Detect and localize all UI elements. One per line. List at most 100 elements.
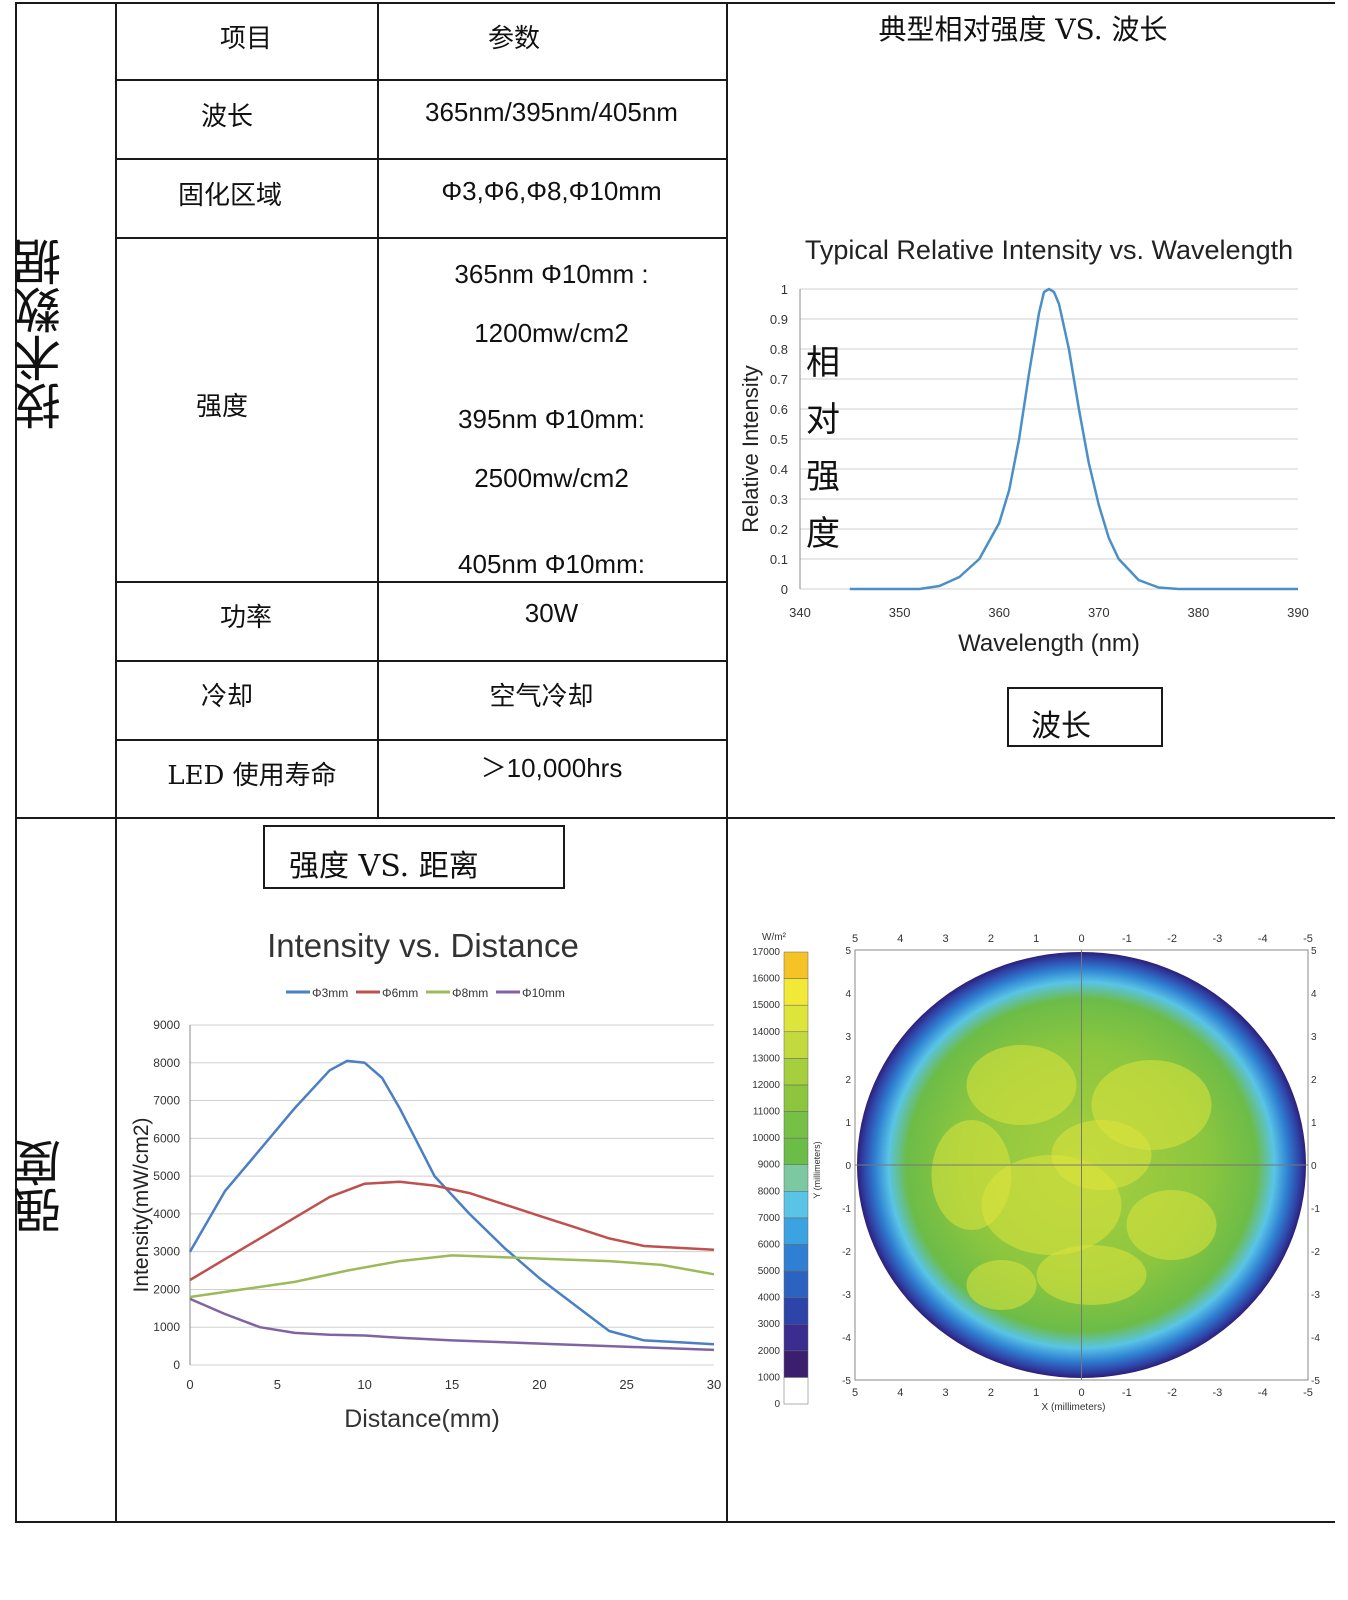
- y-tick-label-left: 5: [845, 946, 851, 957]
- x-tick-label-bottom: 4: [897, 1387, 903, 1399]
- y-tick-label: 0: [781, 582, 788, 597]
- table-row-divider: [115, 79, 727, 81]
- x-tick-label-bottom: -3: [1213, 1387, 1223, 1399]
- x-tick-label: 370: [1088, 605, 1110, 620]
- table-row-divider: [115, 158, 727, 160]
- legend-entry: Φ10mm: [522, 986, 565, 1000]
- row-value-intensity-line4: 2500mw/cm2: [474, 463, 629, 493]
- y-tick-label: 0.1: [770, 552, 788, 567]
- row-label-curing-area: 固化区域: [177, 181, 282, 211]
- y-tick-label: 1000: [153, 1320, 180, 1334]
- y-tick-label: 5000: [153, 1169, 180, 1183]
- hot-patch: [966, 1045, 1077, 1125]
- y-tick-label-right: -5: [1311, 1376, 1320, 1387]
- x-tick-label-top: -1: [1122, 933, 1132, 945]
- colorbar-tick-label: 2000: [758, 1346, 781, 1357]
- colorbar-tick-label: 8000: [758, 1186, 781, 1197]
- vertical-char: 对: [806, 400, 840, 440]
- y-tick-label: 0.3: [770, 492, 788, 507]
- table-row-divider: [115, 660, 727, 662]
- colorbar-segment: [783, 1244, 809, 1272]
- y-axis-label: Y (millimeters): [812, 1141, 822, 1198]
- x-tick-label-bottom: 1: [1033, 1387, 1039, 1399]
- colorbar-unit: W/m²: [762, 932, 787, 943]
- y-axis-label: Relative Intensity: [738, 365, 763, 533]
- x-tick-label-top: -2: [1167, 933, 1177, 945]
- y-tick-label-right: 4: [1311, 989, 1317, 1000]
- y-tick-label-left: 1: [845, 1118, 851, 1129]
- row-label-cooling: 冷却: [200, 682, 253, 712]
- colorbar-segment: [783, 1164, 809, 1192]
- y-tick-label: 0.6: [770, 402, 788, 417]
- colorbar-segment: [783, 1270, 809, 1298]
- y-tick-label: 1: [781, 282, 788, 297]
- row-value-intensity-line3: 395nm Φ10mm:: [458, 404, 645, 434]
- colorbar-tick-label: 5000: [758, 1266, 781, 1277]
- colorbar-segment: [783, 1137, 809, 1165]
- legend-entry: Φ3mm: [312, 986, 348, 1000]
- distance-series-line: [189, 1254, 715, 1299]
- y-tick-label-right: 0: [1311, 1161, 1317, 1172]
- colorbar-tick-label: 1000: [758, 1372, 781, 1383]
- x-tick-label-bottom: -1: [1122, 1387, 1132, 1399]
- x-tick-label-bottom: 5: [852, 1387, 858, 1399]
- y-tick-label-left: -1: [842, 1204, 851, 1215]
- spectrum-chart: Typical Relative Intensity vs. Wavelengt…: [738, 235, 1309, 657]
- colorbar-segment: [783, 1191, 809, 1219]
- row-value-intensity-line2: 1200mw/cm2: [474, 318, 629, 348]
- y-tick-label-left: -2: [842, 1247, 851, 1258]
- x-tick-label-top: -3: [1213, 933, 1223, 945]
- row-value-wavelength: 365nm/395nm/405nm: [425, 97, 678, 127]
- wavelength-box-label: 波长: [1007, 687, 1163, 747]
- y-tick-label: 7000: [153, 1094, 180, 1108]
- hot-patch: [966, 1260, 1037, 1310]
- x-tick-label: 380: [1188, 605, 1210, 620]
- x-tick-label-bottom: -4: [1258, 1387, 1268, 1399]
- y-tick-label-left: 3: [845, 1032, 851, 1043]
- y-tick-label-left: 0: [845, 1161, 851, 1172]
- table-left-border: [15, 2, 17, 1523]
- x-tick-label: 20: [532, 1377, 546, 1392]
- x-tick-label-top: 0: [1078, 933, 1084, 945]
- heatmap-chart: W/m²010002000300040005000600070008000900…: [752, 932, 1320, 1413]
- y-tick-label-left: -4: [842, 1333, 851, 1344]
- x-tick-label: 340: [789, 605, 811, 620]
- x-tick-label-top: 1: [1033, 933, 1039, 945]
- hot-patch: [1051, 1120, 1152, 1190]
- y-tick-label-right: 3: [1311, 1032, 1317, 1043]
- y-axis-label: Intensity(mW/cm2): [130, 1117, 153, 1292]
- x-tick-label: 360: [988, 605, 1010, 620]
- legend-entry: Φ6mm: [382, 986, 418, 1000]
- colorbar-tick-label: 14000: [752, 1027, 780, 1038]
- row-label-led-life: LED 使用寿命: [167, 761, 337, 791]
- x-tick-label-top: -5: [1303, 933, 1313, 945]
- y-tick-label-right: -4: [1311, 1333, 1320, 1344]
- colorbar-tick-label: 11000: [753, 1107, 781, 1118]
- distance-chart: Intensity vs. Distance Φ3mm Φ6mm Φ8mm Φ10mm 0…: [130, 927, 721, 1433]
- colorbar-segment: [783, 1297, 809, 1325]
- y-tick-label-right: 1: [1311, 1118, 1317, 1129]
- y-tick-label: 0.7: [770, 372, 788, 387]
- y-tick-label: 9000: [153, 1018, 180, 1032]
- y-tick-label-left: -3: [842, 1290, 851, 1301]
- x-tick-label: 0: [186, 1377, 193, 1392]
- colorbar-segment: [783, 978, 809, 1006]
- table-row-divider: [115, 581, 727, 583]
- y-tick-label-right: -1: [1311, 1204, 1320, 1215]
- x-tick-label: 390: [1287, 605, 1309, 620]
- y-tick-label-right: 5: [1311, 946, 1317, 957]
- x-tick-label-bottom: 2: [988, 1387, 994, 1399]
- x-tick-label-bottom: 0: [1078, 1387, 1084, 1399]
- y-tick-label: 6000: [153, 1131, 180, 1145]
- y-tick-label: 0.4: [770, 462, 788, 477]
- colorbar-tick-label: 0: [774, 1399, 780, 1410]
- colorbar-segment: [783, 1217, 809, 1245]
- x-tick-label: 15: [445, 1377, 459, 1392]
- colorbar-segment: [783, 1084, 809, 1112]
- x-axis-label: Distance(mm): [344, 1405, 500, 1433]
- colorbar-tick-label: 10000: [752, 1133, 780, 1144]
- y-tick-label: 3000: [153, 1245, 180, 1259]
- side-label-tech-data: 技术数据: [14, 238, 70, 430]
- distance-series-line: [189, 1297, 715, 1352]
- x-tick-label-top: -4: [1258, 933, 1268, 945]
